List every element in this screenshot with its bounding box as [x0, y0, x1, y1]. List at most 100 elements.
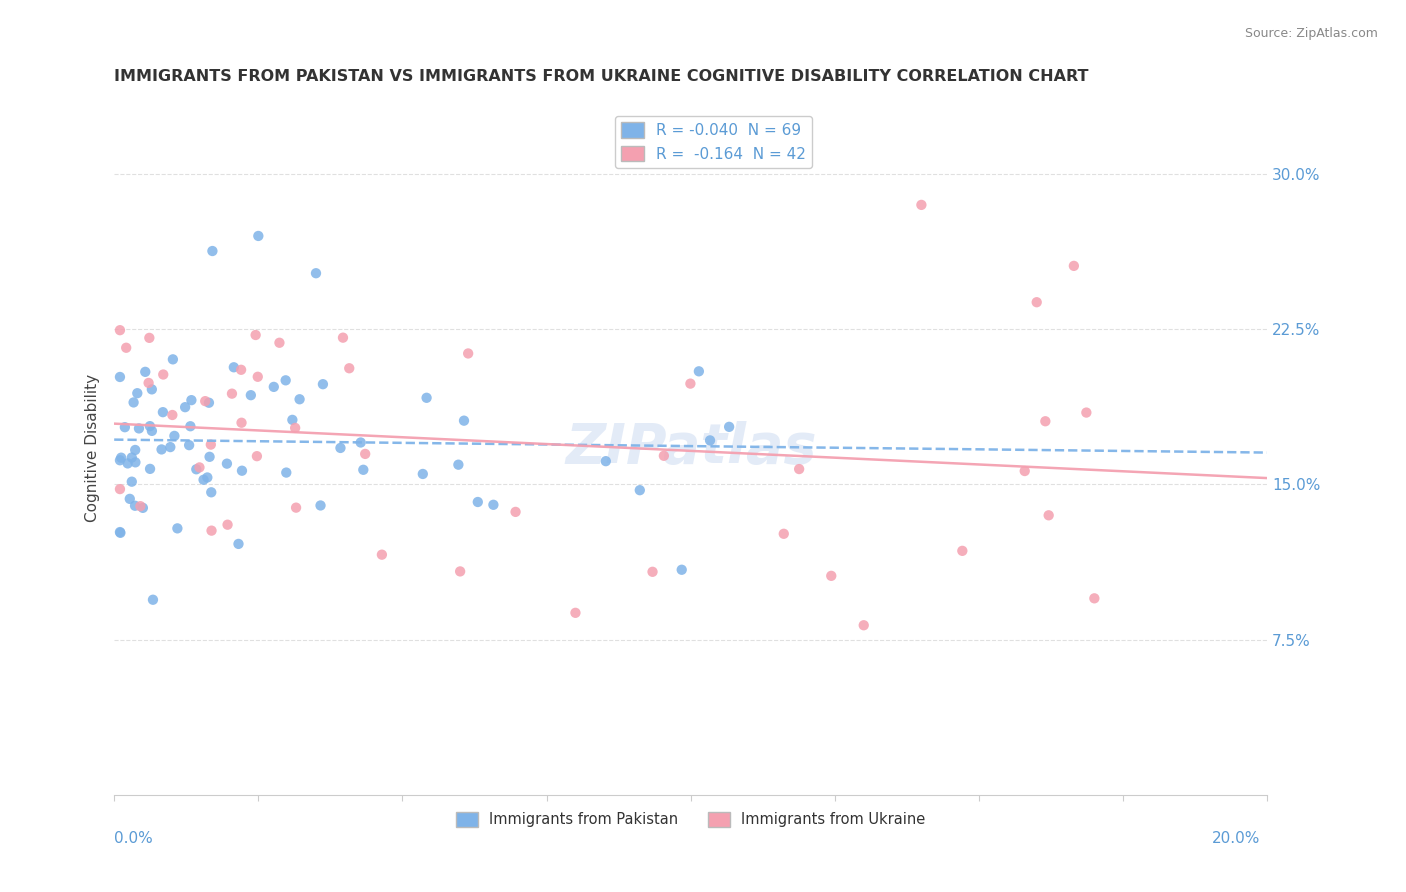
Point	[595, 454, 617, 468]
Point	[371, 548, 394, 562]
Text: IMMIGRANTS FROM PAKISTAN VS IMMIGRANTS FROM UKRAINE COGNITIVE DISABILITY CORRELA: IMMIGRANTS FROM PAKISTAN VS IMMIGRANTS F…	[114, 69, 1088, 84]
Point	[200, 524, 222, 538]
Point	[457, 346, 479, 360]
Point	[246, 449, 269, 463]
Point	[787, 462, 810, 476]
Point	[245, 328, 267, 343]
Point	[138, 376, 160, 390]
Point	[194, 394, 217, 409]
Point	[180, 393, 202, 408]
Point	[263, 380, 285, 394]
Point	[127, 386, 149, 401]
Point	[688, 364, 710, 378]
Point	[179, 419, 201, 434]
Point	[309, 499, 332, 513]
Point	[132, 500, 155, 515]
Point	[505, 505, 527, 519]
Point	[228, 537, 250, 551]
Point	[449, 565, 471, 579]
Point	[121, 475, 143, 489]
Point	[288, 392, 311, 407]
Point	[117, 457, 139, 471]
Point	[115, 341, 138, 355]
Legend: Immigrants from Pakistan, Immigrants from Ukraine: Immigrants from Pakistan, Immigrants fro…	[450, 805, 931, 833]
Point	[671, 563, 693, 577]
Point	[415, 391, 437, 405]
Point	[198, 395, 221, 409]
Point	[215, 457, 238, 471]
Point	[124, 442, 146, 457]
Point	[628, 483, 651, 498]
Text: Source: ZipAtlas.com: Source: ZipAtlas.com	[1244, 27, 1378, 40]
Point	[231, 464, 253, 478]
Point	[329, 441, 352, 455]
Point	[281, 413, 304, 427]
Point	[1076, 406, 1098, 420]
Point	[453, 414, 475, 428]
Point	[188, 460, 211, 475]
Point	[139, 419, 162, 434]
Point	[162, 408, 184, 422]
Point	[110, 525, 132, 540]
Point	[652, 449, 675, 463]
Point	[239, 388, 262, 402]
Point	[114, 420, 136, 434]
Point	[163, 429, 186, 443]
Point	[108, 370, 131, 384]
Point	[337, 361, 360, 376]
Point	[467, 495, 489, 509]
Point	[950, 544, 973, 558]
Point	[221, 386, 243, 401]
Point	[139, 462, 162, 476]
Point	[141, 383, 163, 397]
Point	[305, 266, 328, 280]
Point	[1014, 464, 1036, 478]
Point	[110, 450, 132, 465]
Point	[718, 420, 741, 434]
Point	[269, 335, 291, 350]
Point	[141, 424, 163, 438]
Point	[124, 499, 146, 513]
Point	[108, 323, 131, 337]
Point	[159, 440, 181, 454]
Point	[179, 438, 201, 452]
Point	[910, 198, 932, 212]
Text: ZIPatlas: ZIPatlas	[565, 421, 817, 475]
Point	[1083, 591, 1105, 606]
Point	[193, 473, 215, 487]
Point	[1025, 295, 1047, 310]
Point	[699, 434, 721, 448]
Point	[138, 331, 160, 345]
Point	[641, 565, 664, 579]
Text: 0.0%: 0.0%	[114, 830, 153, 846]
Point	[285, 500, 308, 515]
Y-axis label: Cognitive Disability: Cognitive Disability	[86, 374, 100, 522]
Point	[332, 331, 354, 345]
Point	[274, 373, 297, 387]
Point	[198, 450, 221, 464]
Point	[166, 521, 188, 535]
Point	[231, 416, 253, 430]
Point	[201, 244, 224, 258]
Point	[152, 368, 174, 382]
Point	[412, 467, 434, 481]
Point	[150, 442, 173, 457]
Point	[118, 491, 141, 506]
Point	[229, 363, 252, 377]
Point	[108, 524, 131, 539]
Point	[200, 437, 222, 451]
Point	[354, 447, 377, 461]
Point	[247, 229, 270, 244]
Point	[350, 435, 373, 450]
Point	[108, 482, 131, 496]
Point	[312, 377, 335, 392]
Point	[482, 498, 505, 512]
Point	[276, 466, 298, 480]
Point	[162, 352, 184, 367]
Point	[134, 365, 156, 379]
Point	[564, 606, 586, 620]
Point	[200, 485, 222, 500]
Point	[152, 405, 174, 419]
Point	[1063, 259, 1085, 273]
Point	[772, 526, 794, 541]
